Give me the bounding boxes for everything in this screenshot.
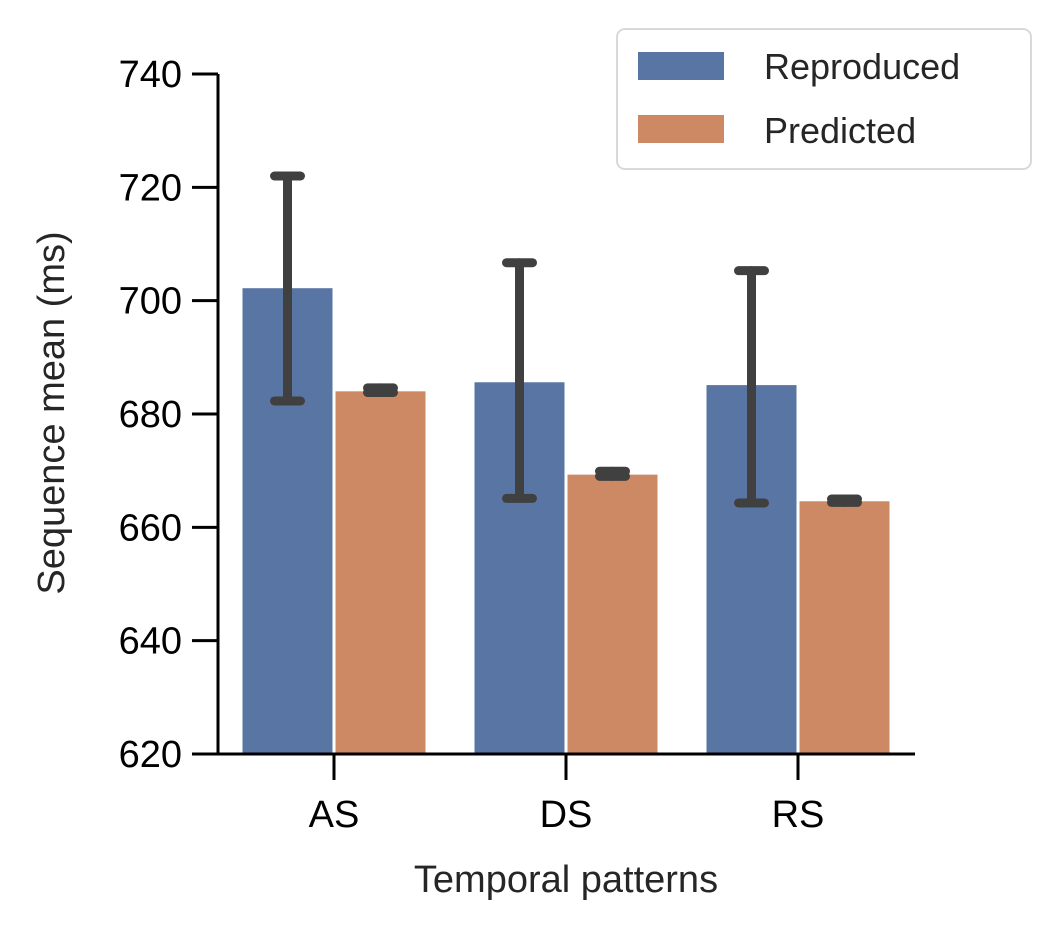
bar-predicted-rs <box>799 501 890 754</box>
legend-label-predicted: Predicted <box>764 110 916 151</box>
y-tick-label: 740 <box>119 54 182 96</box>
y-tick-label: 680 <box>119 394 182 436</box>
errorbar-predicted-as <box>363 383 398 397</box>
error-bars-layer <box>270 171 862 508</box>
y-tick-label: 660 <box>119 507 182 549</box>
y-tick-label: 640 <box>119 621 182 663</box>
y-tick-label: 620 <box>119 734 182 776</box>
errorbar-reproduced-as <box>270 171 305 406</box>
errorbar-predicted-ds <box>595 466 630 481</box>
x-axis-title: Temporal patterns <box>414 859 718 901</box>
legend: Reproduced Predicted <box>616 28 1032 170</box>
bar-predicted-as <box>335 391 426 754</box>
x-tick-label-ds: DS <box>540 794 593 836</box>
legend-swatch-predicted <box>638 115 724 143</box>
x-tick-label-as: AS <box>309 794 360 836</box>
y-tick-label: 720 <box>119 167 182 209</box>
y-axis-title: Sequence mean (ms) <box>31 231 73 594</box>
bar-predicted-ds <box>567 474 658 754</box>
axes-layer: 620 640 660 680 700 720 740 AS DS RS <box>119 54 915 836</box>
y-tick-label: 700 <box>119 281 182 323</box>
errorbar-reproduced-ds <box>502 258 537 503</box>
legend-label-reproduced: Reproduced <box>764 46 960 87</box>
errorbar-reproduced-rs <box>734 266 769 508</box>
legend-swatch-reproduced <box>638 52 724 80</box>
errorbar-predicted-rs <box>827 494 862 507</box>
bars-layer <box>242 288 890 754</box>
x-tick-label-rs: RS <box>772 794 825 836</box>
